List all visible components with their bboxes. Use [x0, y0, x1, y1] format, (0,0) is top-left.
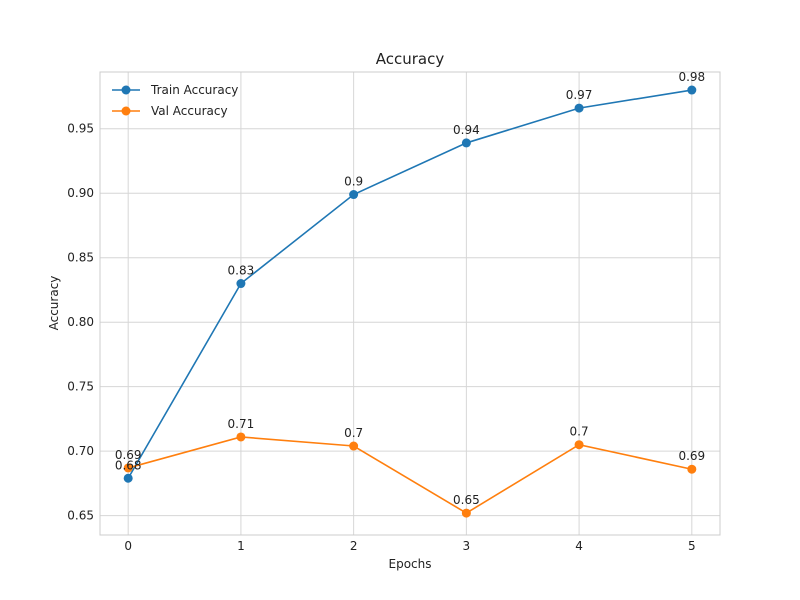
x-tick-label: 5 [688, 539, 696, 553]
val-accuracy-point [349, 441, 359, 451]
axis-ticks: 0 1 2 3 4 5 0.65 0.70 0.75 0.80 0.85 0.90 0.95 [67, 122, 695, 553]
val-accuracy-point [236, 432, 246, 442]
train-accuracy-data-label: 0.97 [566, 88, 593, 102]
y-tick-label: 0.90 [67, 186, 94, 200]
val-accuracy-data-label: 0.69 [678, 449, 705, 463]
train-accuracy-point [236, 279, 246, 289]
train-accuracy-legend-label: Train Accuracy [150, 83, 238, 97]
train-accuracy-point [349, 190, 359, 200]
val-accuracy-data-label: 0.69 [115, 448, 142, 462]
y-tick-label: 0.95 [67, 122, 94, 136]
train-accuracy-data-label: 0.68 [115, 458, 142, 472]
grid [100, 72, 720, 535]
plot-frame [99, 71, 721, 536]
train-accuracy-data-label: 0.98 [678, 70, 705, 84]
train-accuracy-point [574, 103, 584, 113]
val-accuracy-data-label: 0.7 [570, 425, 589, 439]
legend: Train Accuracy Val Accuracy [112, 83, 238, 118]
val-accuracy-point [461, 508, 471, 518]
train-accuracy-data-label: 0.9 [344, 175, 363, 189]
y-tick-label: 0.65 [67, 509, 94, 523]
y-tick-label: 0.70 [67, 444, 94, 458]
val-accuracy-legend-marker [121, 106, 131, 116]
x-tick-label: 1 [237, 539, 245, 553]
x-axis-label: Epochs [389, 557, 432, 571]
train-accuracy-line [127, 89, 692, 479]
val-accuracy-point [574, 440, 584, 450]
val-accuracy-point [687, 464, 697, 474]
x-tick-label: 0 [124, 539, 132, 553]
val-accuracy-legend-label: Val Accuracy [151, 104, 228, 118]
train-accuracy-point [461, 138, 471, 148]
data-labels: 0.68 0.83 0.9 0.94 0.97 0.98 0.69 0.71 0.7 0.65 0.… [115, 70, 705, 507]
train-accuracy-data-label: 0.94 [453, 123, 480, 137]
y-tick-label: 0.80 [67, 315, 94, 329]
x-tick-label: 3 [463, 539, 471, 553]
val-accuracy-data-label: 0.71 [228, 417, 255, 431]
val-accuracy-data-label: 0.65 [453, 493, 480, 507]
y-tick-label: 0.75 [67, 380, 94, 394]
y-tick-label: 0.85 [67, 251, 94, 265]
train-accuracy-point [687, 85, 697, 95]
train-accuracy-data-label: 0.83 [228, 264, 255, 278]
val-accuracy-line [127, 436, 692, 515]
x-tick-label: 4 [575, 539, 583, 553]
train-accuracy-legend-marker [121, 85, 131, 95]
val-accuracy-data-label: 0.7 [344, 426, 363, 440]
chart-title: Accuracy [376, 50, 445, 68]
val-accuracy-point [123, 463, 133, 473]
x-tick-label: 2 [350, 539, 358, 553]
y-axis-label: Accuracy [47, 276, 61, 331]
train-accuracy-point [123, 473, 133, 483]
series [123, 85, 697, 518]
